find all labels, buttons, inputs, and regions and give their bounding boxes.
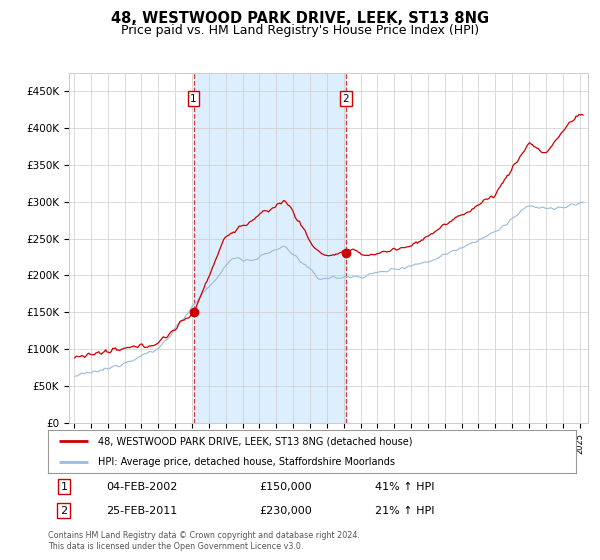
Text: HPI: Average price, detached house, Staffordshire Moorlands: HPI: Average price, detached house, Staf… [98,458,395,467]
Text: 2: 2 [60,506,67,516]
Text: Price paid vs. HM Land Registry's House Price Index (HPI): Price paid vs. HM Land Registry's House … [121,24,479,36]
Text: 48, WESTWOOD PARK DRIVE, LEEK, ST13 8NG (detached house): 48, WESTWOOD PARK DRIVE, LEEK, ST13 8NG … [98,436,413,446]
Bar [194,73,346,423]
Text: Contains HM Land Registry data © Crown copyright and database right 2024.: Contains HM Land Registry data © Crown c… [48,531,360,540]
Text: £150,000: £150,000 [259,482,312,492]
Text: 1: 1 [61,482,67,492]
Text: £230,000: £230,000 [259,506,312,516]
Text: 2: 2 [343,94,349,104]
Text: This data is licensed under the Open Government Licence v3.0.: This data is licensed under the Open Gov… [48,542,304,551]
Text: 41% ↑ HPI: 41% ↑ HPI [376,482,435,492]
Text: 21% ↑ HPI: 21% ↑ HPI [376,506,435,516]
Text: 48, WESTWOOD PARK DRIVE, LEEK, ST13 8NG: 48, WESTWOOD PARK DRIVE, LEEK, ST13 8NG [111,11,489,26]
Text: 04-FEB-2002: 04-FEB-2002 [106,482,178,492]
Text: 1: 1 [190,94,197,104]
Text: 25-FEB-2011: 25-FEB-2011 [106,506,178,516]
